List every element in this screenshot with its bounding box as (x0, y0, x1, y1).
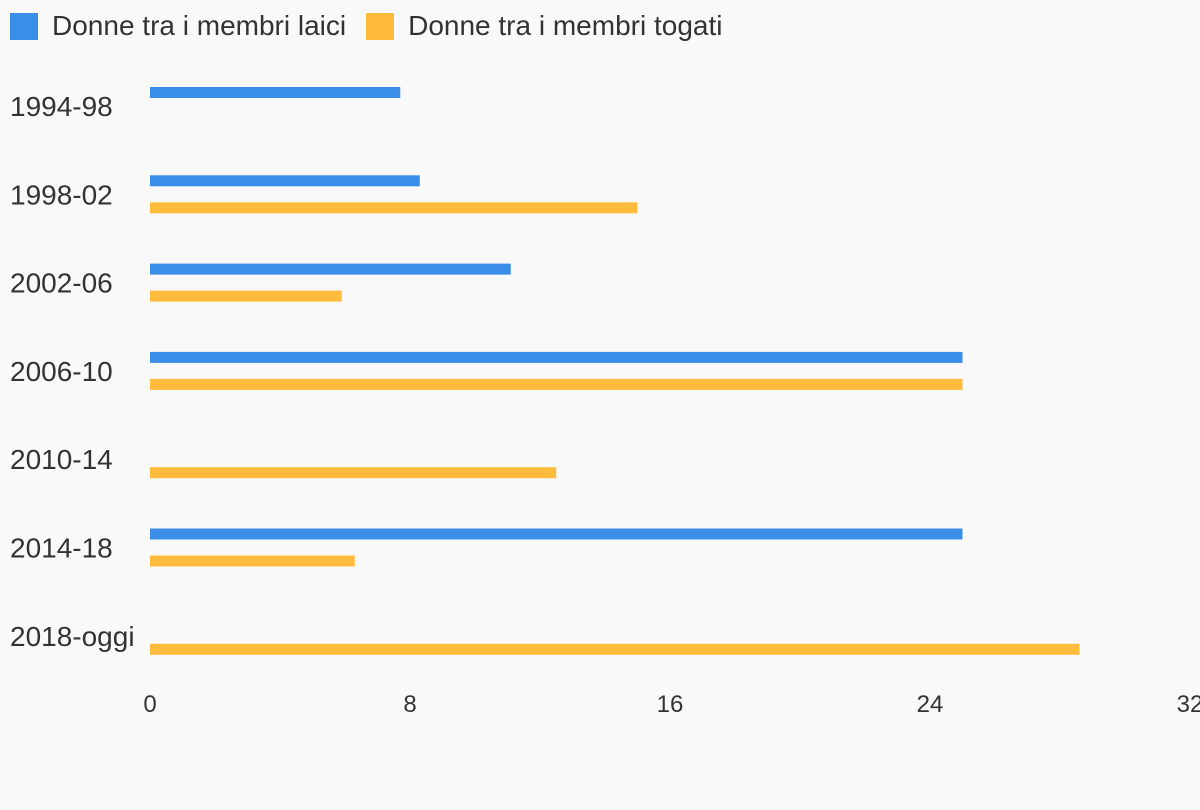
category-label: 1994-98 (10, 91, 113, 122)
bar-laici[interactable] (150, 87, 401, 98)
bar-laici[interactable] (150, 351, 963, 363)
category-label: 1998-02 (10, 179, 113, 210)
legend-swatch-laici (10, 12, 38, 40)
bar-laici[interactable] (150, 175, 420, 187)
bar-togati[interactable] (150, 290, 342, 302)
category-label: 2014-18 (10, 533, 113, 564)
bar-togati[interactable] (150, 467, 557, 479)
legend-item-laici[interactable]: Donne tra i membri laici (10, 10, 346, 42)
bar-togati[interactable] (150, 643, 1080, 655)
x-tick-label: 32 (1177, 691, 1200, 718)
bar-togati[interactable] (150, 555, 355, 567)
category-label: 2010-14 (10, 444, 113, 475)
bar-laici[interactable] (150, 528, 963, 540)
category-label: 2006-10 (10, 356, 113, 387)
bar-togati[interactable] (150, 378, 963, 390)
legend-swatch-togati (366, 12, 395, 40)
x-tick-label: 8 (403, 691, 416, 718)
legend-label-laici: Donne tra i membri laici (52, 10, 347, 41)
x-tick-label: 0 (143, 691, 156, 718)
x-tick-label: 24 (917, 691, 944, 718)
legend-label-togati: Donne tra i membri togati (408, 10, 723, 41)
category-label: 2002-06 (10, 268, 113, 299)
legend: Donne tra i membri laici Donne tra i mem… (10, 6, 742, 46)
legend-item-togati[interactable]: Donne tra i membri togati (366, 10, 722, 42)
category-label: 2018-oggi (10, 621, 135, 652)
bar-togati[interactable] (150, 202, 638, 214)
x-tick-label: 16 (657, 691, 684, 718)
bar-laici[interactable] (150, 263, 511, 275)
